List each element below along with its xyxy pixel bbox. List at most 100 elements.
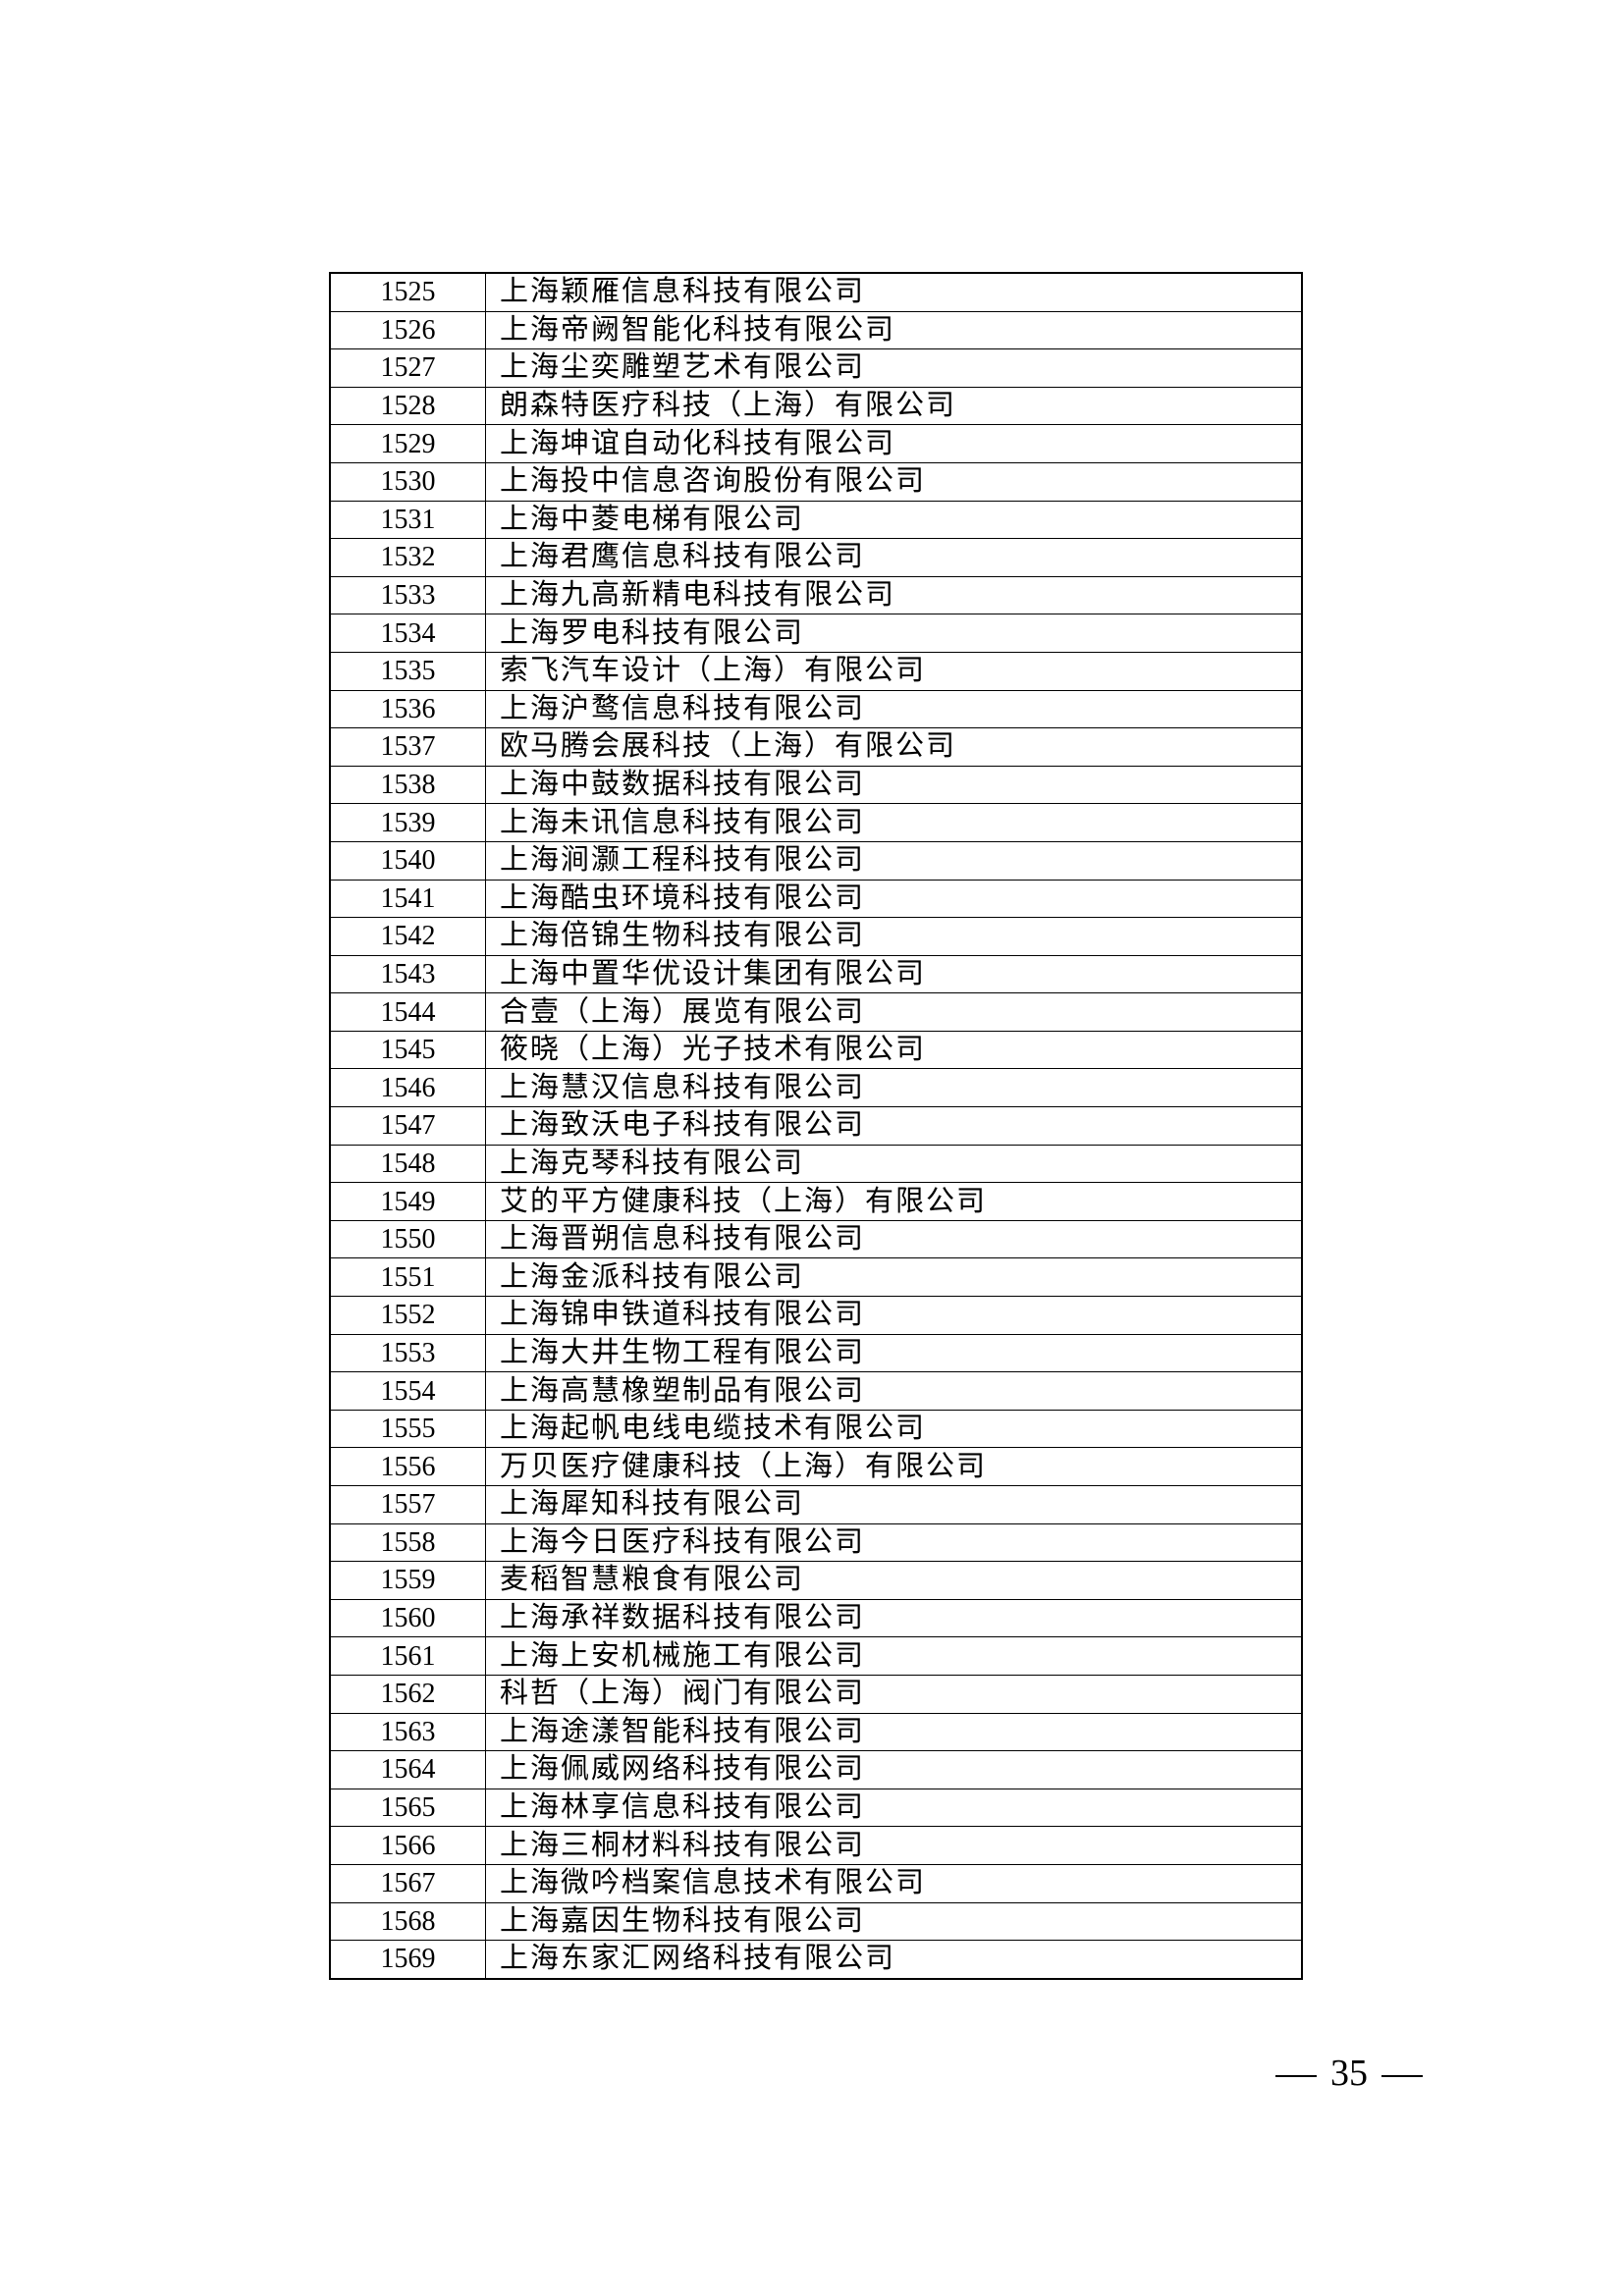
row-number: 1525 <box>329 272 486 312</box>
table-row: 1526 上海帝阙智能化科技有限公司 <box>329 310 1303 350</box>
company-name: 上海大井生物工程有限公司 <box>485 1333 1303 1373</box>
table-row: 1545 筱晓（上海）光子技术有限公司 <box>329 1030 1303 1070</box>
company-name: 上海今日医疗科技有限公司 <box>485 1522 1303 1563</box>
row-number: 1557 <box>329 1485 486 1524</box>
company-list-table: 1525 上海颖雁信息科技有限公司 1526 上海帝阙智能化科技有限公司 1527 上海尘… <box>329 272 1303 1980</box>
table-row: 1549 艾的平方健康科技（上海）有限公司 <box>329 1182 1303 1221</box>
table-row: 1541 上海酷虫环境科技有限公司 <box>329 879 1303 919</box>
company-name: 上海致沃电子科技有限公司 <box>485 1106 1303 1146</box>
table-row: 1568 上海嘉因生物科技有限公司 <box>329 1901 1303 1942</box>
row-number: 1549 <box>329 1182 486 1221</box>
table-row: 1562 科哲（上海）阀门有限公司 <box>329 1674 1303 1714</box>
row-number: 1529 <box>329 424 486 463</box>
table-row: 1536 上海沪鹜信息科技有限公司 <box>329 689 1303 729</box>
company-name: 上海坤谊自动化科技有限公司 <box>485 424 1303 463</box>
company-name: 朗森特医疗科技（上海）有限公司 <box>485 386 1303 426</box>
dash-right <box>1381 2075 1423 2078</box>
table-row: 1525 上海颖雁信息科技有限公司 <box>329 272 1303 312</box>
company-name: 上海中鼓数据科技有限公司 <box>485 765 1303 805</box>
row-number: 1528 <box>329 386 486 426</box>
company-name: 上海尘奕雕塑艺术有限公司 <box>485 348 1303 388</box>
row-number: 1568 <box>329 1901 486 1942</box>
table-row: 1559 麦稻智慧粮食有限公司 <box>329 1561 1303 1600</box>
company-name: 上海金派科技有限公司 <box>485 1257 1303 1298</box>
table-row: 1532 上海君鹰信息科技有限公司 <box>329 538 1303 577</box>
row-number: 1545 <box>329 1030 486 1070</box>
table-row: 1530 上海投中信息咨询股份有限公司 <box>329 461 1303 502</box>
company-name: 上海未讯信息科技有限公司 <box>485 803 1303 842</box>
row-number: 1531 <box>329 500 486 540</box>
row-number: 1569 <box>329 1940 486 1980</box>
row-number: 1566 <box>329 1826 486 1865</box>
company-name: 上海东家汇网络科技有限公司 <box>485 1940 1303 1980</box>
company-name: 上海高慧橡塑制品有限公司 <box>485 1371 1303 1411</box>
table-row: 1551 上海金派科技有限公司 <box>329 1257 1303 1298</box>
row-number: 1562 <box>329 1674 486 1714</box>
row-number: 1533 <box>329 575 486 615</box>
row-number: 1538 <box>329 765 486 805</box>
row-number: 1554 <box>329 1371 486 1411</box>
table-row: 1544 合壹（上海）展览有限公司 <box>329 992 1303 1032</box>
company-name: 合壹（上海）展览有限公司 <box>485 992 1303 1032</box>
company-name: 万贝医疗健康科技（上海）有限公司 <box>485 1447 1303 1486</box>
row-number: 1536 <box>329 689 486 729</box>
table-row: 1554 上海高慧橡塑制品有限公司 <box>329 1371 1303 1411</box>
row-number: 1535 <box>329 651 486 691</box>
row-number: 1555 <box>329 1409 486 1449</box>
company-name: 上海三桐材料科技有限公司 <box>485 1826 1303 1865</box>
table-row: 1566 上海三桐材料科技有限公司 <box>329 1826 1303 1865</box>
table-row: 1556 万贝医疗健康科技（上海）有限公司 <box>329 1447 1303 1486</box>
row-number: 1541 <box>329 879 486 919</box>
row-number: 1543 <box>329 954 486 994</box>
company-name: 上海颖雁信息科技有限公司 <box>485 272 1303 312</box>
row-number: 1560 <box>329 1598 486 1638</box>
company-name: 上海起帆电线电缆技术有限公司 <box>485 1409 1303 1449</box>
table-row: 1538 上海中鼓数据科技有限公司 <box>329 765 1303 805</box>
table-row: 1558 上海今日医疗科技有限公司 <box>329 1522 1303 1563</box>
table-row: 1563 上海途漾智能科技有限公司 <box>329 1712 1303 1752</box>
company-name: 科哲（上海）阀门有限公司 <box>485 1674 1303 1714</box>
company-name: 上海上安机械施工有限公司 <box>485 1636 1303 1676</box>
row-number: 1542 <box>329 917 486 956</box>
company-name: 上海涧灏工程科技有限公司 <box>485 840 1303 881</box>
row-number: 1548 <box>329 1144 486 1184</box>
row-number: 1530 <box>329 461 486 502</box>
company-name: 上海晋朔信息科技有限公司 <box>485 1219 1303 1259</box>
row-number: 1564 <box>329 1750 486 1789</box>
row-number: 1534 <box>329 614 486 653</box>
company-name: 上海林享信息科技有限公司 <box>485 1788 1303 1828</box>
row-number: 1559 <box>329 1561 486 1600</box>
company-name: 上海微吟档案信息技术有限公司 <box>485 1863 1303 1903</box>
row-number: 1567 <box>329 1863 486 1903</box>
table-row: 1547 上海致沃电子科技有限公司 <box>329 1106 1303 1146</box>
table-row: 1564 上海佩威网络科技有限公司 <box>329 1750 1303 1789</box>
table-row: 1565 上海林享信息科技有限公司 <box>329 1788 1303 1828</box>
row-number: 1547 <box>329 1106 486 1146</box>
row-number: 1565 <box>329 1788 486 1828</box>
table-row: 1553 上海大井生物工程有限公司 <box>329 1333 1303 1373</box>
table-row: 1552 上海锦申铁道科技有限公司 <box>329 1296 1303 1335</box>
table-row: 1542 上海倍锦生物科技有限公司 <box>329 917 1303 956</box>
table-row: 1540 上海涧灏工程科技有限公司 <box>329 840 1303 881</box>
row-number: 1563 <box>329 1712 486 1752</box>
table-row: 1546 上海慧汉信息科技有限公司 <box>329 1068 1303 1108</box>
company-name: 上海承祥数据科技有限公司 <box>485 1598 1303 1638</box>
row-number: 1546 <box>329 1068 486 1108</box>
table-row: 1569 上海东家汇网络科技有限公司 <box>329 1940 1303 1980</box>
company-name: 上海锦申铁道科技有限公司 <box>485 1296 1303 1335</box>
company-name: 上海君鹰信息科技有限公司 <box>485 538 1303 577</box>
table-row: 1528 朗森特医疗科技（上海）有限公司 <box>329 386 1303 426</box>
company-name: 上海九高新精电科技有限公司 <box>485 575 1303 615</box>
company-name: 上海投中信息咨询股份有限公司 <box>485 461 1303 502</box>
company-name: 上海倍锦生物科技有限公司 <box>485 917 1303 956</box>
company-name: 上海克琴科技有限公司 <box>485 1144 1303 1184</box>
row-number: 1561 <box>329 1636 486 1676</box>
table-row: 1533 上海九高新精电科技有限公司 <box>329 575 1303 615</box>
row-number: 1532 <box>329 538 486 577</box>
table-row: 1567 上海微吟档案信息技术有限公司 <box>329 1863 1303 1903</box>
row-number: 1526 <box>329 310 486 350</box>
table-row: 1543 上海中置华优设计集团有限公司 <box>329 954 1303 994</box>
company-name: 上海佩威网络科技有限公司 <box>485 1750 1303 1789</box>
company-name: 上海犀知科技有限公司 <box>485 1485 1303 1524</box>
company-name: 上海酷虫环境科技有限公司 <box>485 879 1303 919</box>
